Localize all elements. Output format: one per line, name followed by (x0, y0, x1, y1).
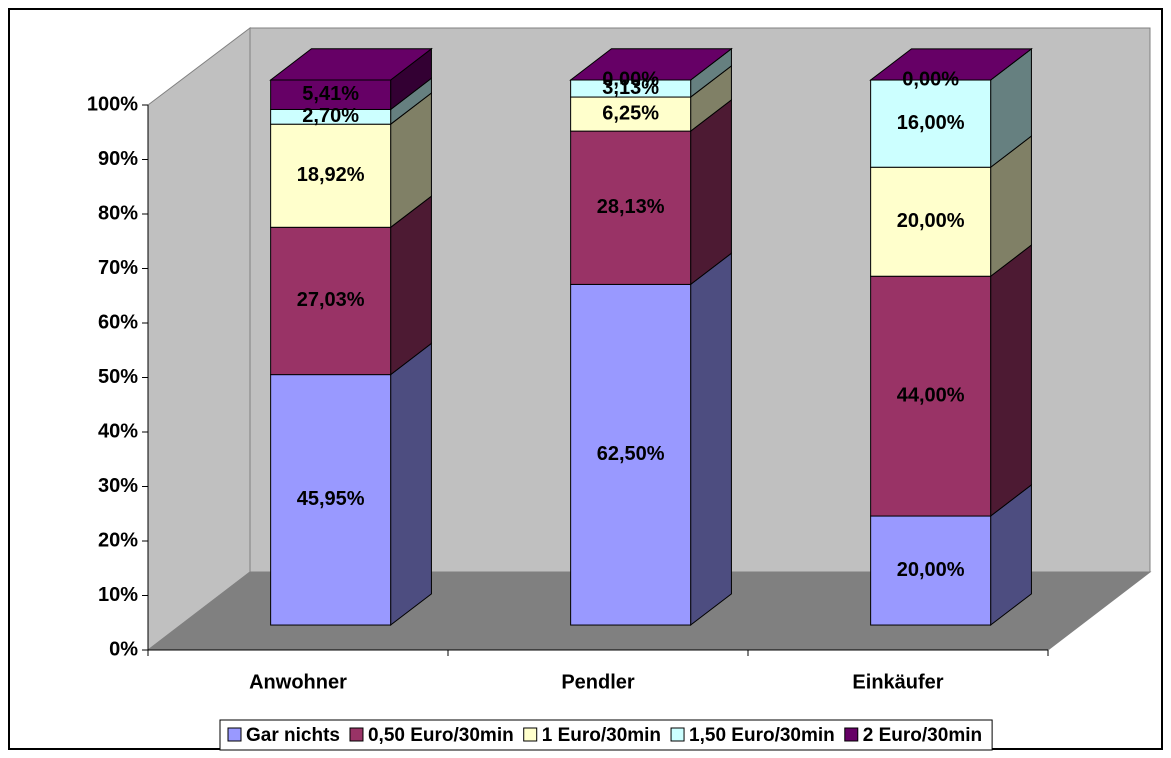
y-tick-label: 0% (109, 638, 138, 660)
legend-swatch (227, 727, 242, 742)
side-wall (147, 26, 251, 652)
x-tick-label: Einkäufer (852, 671, 943, 693)
legend-swatch (844, 727, 859, 742)
y-tick-label: 10% (98, 584, 138, 606)
data-label: 5,41% (302, 83, 359, 105)
legend (219, 719, 993, 751)
bar-top (569, 48, 733, 81)
data-label: 3,13% (602, 77, 659, 99)
bar-side (390, 342, 432, 627)
data-label: 6,25% (602, 102, 659, 124)
data-label: 2,70% (302, 105, 359, 127)
y-tick-label: 90% (98, 148, 138, 170)
data-label: 16,00% (897, 112, 965, 134)
bar (870, 275, 992, 517)
data-label: 20,00% (897, 210, 965, 232)
data-label: 20,00% (897, 559, 965, 581)
bar (570, 130, 692, 285)
x-tick-label: Pendler (561, 671, 635, 693)
legend-swatch (670, 727, 685, 742)
data-label: 0,00% (602, 68, 659, 90)
bar (270, 374, 392, 626)
legend-label: 2 Euro/30min (863, 725, 982, 746)
y-tick-label: 60% (98, 311, 138, 333)
data-label: 28,13% (597, 196, 665, 218)
data-label: 62,50% (597, 443, 665, 465)
y-tick-label: 70% (98, 257, 138, 279)
bar (270, 226, 392, 376)
bar-side (990, 244, 1032, 518)
bar-side (690, 252, 732, 627)
data-label: 44,00% (897, 384, 965, 406)
y-tick-label: 50% (98, 366, 138, 388)
bar-side (690, 98, 732, 286)
bar-top (869, 48, 1033, 81)
bar (870, 515, 992, 626)
bar (270, 123, 392, 228)
bar (570, 283, 692, 626)
legend-label: Gar nichts (246, 725, 340, 746)
y-tick-label: 30% (98, 475, 138, 497)
legend-label: 1,50 Euro/30min (689, 725, 835, 746)
y-tick-label: 100% (87, 93, 138, 115)
data-label: 27,03% (297, 289, 365, 311)
y-tick-label: 20% (98, 529, 138, 551)
data-label: 18,92% (297, 164, 365, 186)
bar-top (269, 48, 433, 81)
legend-label: 1 Euro/30min (542, 725, 661, 746)
data-label: 0,00% (902, 68, 959, 90)
bar (870, 166, 992, 277)
legend-label: 0,50 Euro/30min (368, 725, 514, 746)
legend-swatch (349, 727, 364, 742)
legend-swatch (523, 727, 538, 742)
bar (570, 96, 692, 132)
y-tick-label: 80% (98, 202, 138, 224)
bar (870, 79, 992, 168)
x-tick-label: Anwohner (249, 671, 347, 693)
y-tick-label: 40% (98, 420, 138, 442)
data-label: 45,95% (297, 488, 365, 510)
